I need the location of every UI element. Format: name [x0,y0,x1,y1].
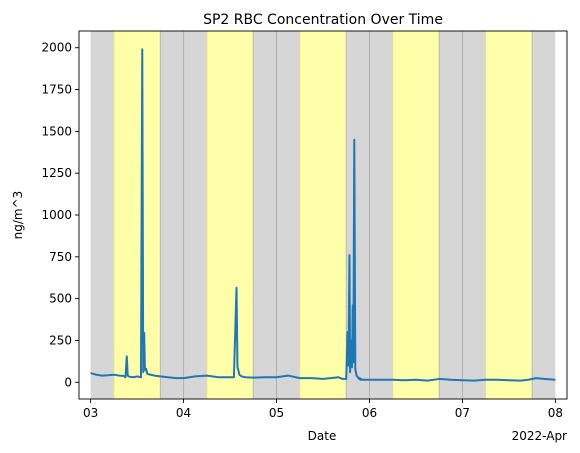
x-tick-label-1: 04 [176,406,191,420]
background-bands [90,31,556,399]
x-tick-label-3: 06 [362,406,377,420]
band-day-3 [206,31,254,399]
y-axis: 0 250 500 750 1000 1250 1500 1750 2000 [41,41,79,389]
band-day-1 [113,31,161,399]
y-tick-label-7: 1750 [41,83,72,97]
band-day-5 [299,31,347,399]
x-tick-label-5: 08 [548,406,563,420]
y-tick-label-6: 1500 [41,124,72,138]
band-day-9 [485,31,533,399]
y-tick-label-5: 1250 [41,166,72,180]
x-offset-label: 2022-Apr [512,429,567,443]
y-tick-label-4: 1000 [41,208,72,222]
y-tick-label-2: 500 [49,292,72,306]
y-tick-label-8: 2000 [41,41,72,55]
x-axis: 03 04 05 06 07 08 [83,399,563,420]
chart-title: SP2 RBC Concentration Over Time [203,12,443,28]
band-night-10 [532,31,556,399]
series-line-0 [90,48,556,382]
y-tick-label-3: 750 [49,250,72,264]
y-axis-label: ng/m^3 [11,191,25,240]
y-tick-label-0: 0 [64,375,72,389]
x-tick-label-0: 03 [83,406,98,420]
band-day-7 [392,31,440,399]
x-tick-label-2: 05 [269,406,284,420]
y-tick-label-1: 250 [49,333,72,347]
x-axis-label: Date [308,429,337,443]
series-layer [90,48,556,382]
band-night-0 [90,31,114,399]
x-tick-label-4: 07 [455,406,470,420]
